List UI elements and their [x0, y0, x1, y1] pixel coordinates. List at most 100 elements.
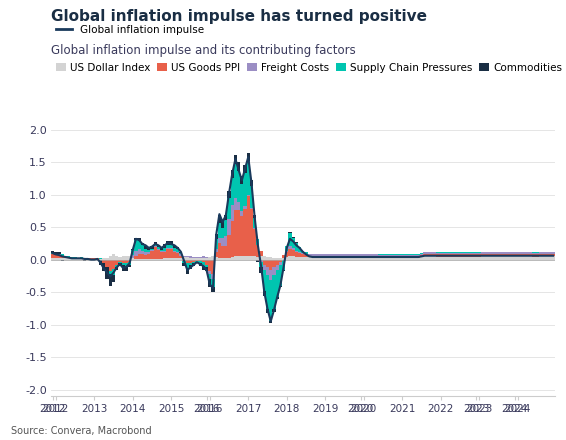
Bar	[503, 252, 507, 253]
Bar	[57, 255, 61, 258]
Bar	[353, 257, 356, 260]
Bar	[397, 258, 401, 260]
Bar	[308, 256, 311, 257]
Bar	[179, 258, 182, 260]
Bar	[205, 265, 208, 268]
Bar	[423, 257, 426, 260]
Bar	[497, 257, 500, 260]
Bar	[240, 257, 243, 260]
Bar	[266, 268, 269, 275]
Bar	[404, 257, 407, 258]
Bar	[215, 234, 218, 239]
Bar	[96, 258, 99, 259]
Bar	[542, 254, 545, 257]
Bar	[452, 253, 455, 254]
Bar	[420, 257, 423, 260]
Bar	[414, 258, 417, 260]
Bar	[436, 257, 439, 260]
Bar	[138, 254, 141, 259]
Bar	[234, 257, 237, 260]
Bar	[173, 246, 176, 248]
Bar	[381, 258, 385, 260]
Bar	[208, 257, 211, 260]
Bar	[385, 257, 388, 258]
Bar	[510, 253, 513, 254]
Bar	[67, 258, 70, 260]
Bar	[513, 252, 516, 253]
Bar	[192, 264, 195, 266]
Bar	[285, 251, 288, 252]
Bar	[259, 268, 263, 273]
Bar	[548, 257, 551, 260]
Bar	[401, 254, 404, 255]
Bar	[182, 264, 186, 266]
Bar	[548, 253, 551, 254]
Bar	[516, 253, 520, 254]
Bar	[138, 249, 141, 254]
Bar	[151, 251, 153, 259]
Bar	[291, 238, 295, 248]
Bar	[539, 253, 542, 254]
Bar	[105, 268, 109, 279]
Bar	[449, 253, 452, 254]
Bar	[105, 258, 109, 260]
Bar	[423, 252, 426, 253]
Bar	[381, 254, 385, 255]
Bar	[423, 254, 426, 257]
Bar	[346, 257, 349, 260]
Bar	[445, 257, 449, 260]
Bar	[301, 257, 305, 260]
Bar	[295, 257, 298, 260]
Bar	[247, 196, 250, 256]
Bar	[417, 257, 420, 258]
Bar	[102, 258, 105, 260]
Bar	[301, 253, 305, 254]
Bar	[250, 209, 253, 256]
Bar	[378, 258, 381, 260]
Bar	[298, 257, 301, 260]
Bar	[125, 256, 128, 260]
Bar	[221, 220, 224, 228]
Bar	[160, 251, 163, 253]
Bar	[404, 258, 407, 260]
Bar	[320, 257, 324, 260]
Bar	[343, 254, 346, 256]
Bar	[318, 257, 320, 260]
Bar	[218, 215, 221, 223]
Bar	[192, 260, 195, 262]
Bar	[266, 257, 269, 260]
Bar	[157, 250, 160, 259]
Bar	[228, 235, 230, 258]
Bar	[147, 259, 151, 260]
Bar	[256, 239, 259, 245]
Bar	[349, 257, 353, 260]
Bar	[163, 252, 166, 258]
Bar	[526, 254, 529, 257]
Bar	[301, 254, 305, 257]
Bar	[349, 254, 353, 256]
Bar	[138, 238, 141, 241]
Bar	[535, 257, 539, 260]
Bar	[195, 260, 199, 261]
Bar	[218, 223, 221, 238]
Bar	[102, 260, 105, 263]
Bar	[362, 254, 366, 256]
Bar	[147, 253, 151, 254]
Bar	[468, 257, 471, 260]
Bar	[215, 257, 218, 260]
Bar	[471, 253, 474, 254]
Bar	[295, 250, 298, 252]
Bar	[452, 257, 455, 260]
Bar	[147, 250, 151, 253]
Bar	[256, 245, 259, 246]
Bar	[157, 247, 160, 249]
Bar	[179, 256, 182, 258]
Bar	[199, 258, 201, 260]
Bar	[288, 257, 291, 260]
Bar	[125, 260, 128, 264]
Bar	[278, 286, 282, 287]
Bar	[320, 256, 324, 257]
Bar	[153, 247, 157, 259]
Bar	[240, 183, 243, 211]
Bar	[513, 253, 516, 254]
